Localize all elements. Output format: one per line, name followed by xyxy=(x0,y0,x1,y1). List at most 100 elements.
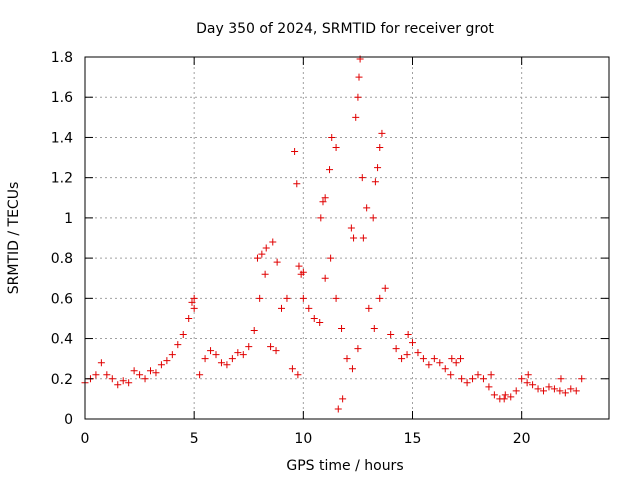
data-point xyxy=(207,347,215,355)
data-point xyxy=(317,214,325,222)
data-point xyxy=(447,371,455,379)
data-point xyxy=(179,331,187,339)
data-point xyxy=(343,355,351,363)
data-point xyxy=(561,389,569,397)
data-point xyxy=(381,284,389,292)
data-point xyxy=(239,351,247,359)
data-point xyxy=(376,294,384,302)
data-point xyxy=(157,361,165,369)
x-axis-title: GPS time / hours xyxy=(286,458,403,474)
data-point xyxy=(288,365,296,373)
data-point xyxy=(188,298,196,306)
tick-labels: 0 0.2 0.4 0.6 0.8 1 1.2 1.4 1.6 1.8 0 5 10 15 20 xyxy=(51,50,531,447)
data-point xyxy=(223,361,231,369)
data-point xyxy=(103,371,111,379)
data-point xyxy=(534,385,542,393)
data-point xyxy=(419,355,427,363)
data-point xyxy=(310,314,318,322)
y-tick-label: 0.6 xyxy=(51,291,73,307)
grid xyxy=(85,57,609,419)
data-point xyxy=(283,294,291,302)
data-point xyxy=(348,365,356,373)
data-point xyxy=(363,204,371,212)
y-tick-label: 1.2 xyxy=(51,171,73,187)
data-point xyxy=(262,244,270,252)
data-point xyxy=(114,381,122,389)
data-point xyxy=(228,355,236,363)
data-point xyxy=(108,375,116,383)
data-point xyxy=(355,73,363,81)
data-point xyxy=(327,254,335,262)
data-point xyxy=(299,294,307,302)
data-point xyxy=(234,349,242,357)
data-point xyxy=(321,194,329,202)
data-point xyxy=(245,343,253,351)
data-point xyxy=(369,214,377,222)
data-point xyxy=(293,180,301,188)
data-point xyxy=(119,377,127,385)
data-point xyxy=(269,238,277,246)
data-point xyxy=(452,359,460,367)
y-tick-label: 1.6 xyxy=(51,90,73,106)
data-point xyxy=(572,387,580,395)
x-tick-label: 20 xyxy=(513,431,531,447)
data-point xyxy=(524,371,532,379)
data-point xyxy=(163,357,171,365)
data-point xyxy=(354,345,362,353)
data-point xyxy=(578,375,586,383)
data-point xyxy=(328,133,336,141)
data-point xyxy=(316,318,324,326)
data-point xyxy=(365,304,373,312)
data-point xyxy=(97,359,105,367)
y-tick-label: 0 xyxy=(64,412,73,428)
data-point xyxy=(469,375,477,383)
data-point xyxy=(490,391,498,399)
y-tick-label: 1.8 xyxy=(51,50,73,66)
data-point xyxy=(339,395,347,403)
data-point xyxy=(201,355,209,363)
data-point xyxy=(358,174,366,182)
data-point xyxy=(295,262,303,270)
x-tick-label: 15 xyxy=(404,431,422,447)
y-axis-title: SRMTID / TECUs xyxy=(6,182,22,295)
data-point xyxy=(374,164,382,172)
data-point xyxy=(273,258,281,266)
data-point xyxy=(261,270,269,278)
data-point xyxy=(371,178,379,186)
data-point xyxy=(332,294,340,302)
data-point xyxy=(414,349,422,357)
data-point xyxy=(190,294,198,302)
data-point xyxy=(130,367,138,375)
data-point xyxy=(425,361,433,369)
data-point xyxy=(141,375,149,383)
y-tick-label: 1 xyxy=(64,211,73,227)
data-point xyxy=(359,234,367,242)
data-point xyxy=(463,379,471,387)
x-tick-label: 0 xyxy=(81,431,90,447)
data-point xyxy=(376,144,384,151)
data-point xyxy=(278,304,285,312)
data-point xyxy=(294,371,302,379)
data-point xyxy=(567,385,575,393)
data-point xyxy=(398,355,406,363)
data-point xyxy=(253,254,261,262)
data-point xyxy=(430,355,438,363)
y-tick-label: 1.4 xyxy=(51,130,73,146)
data-point xyxy=(147,367,154,375)
data-point xyxy=(392,345,400,353)
data-point xyxy=(125,379,133,387)
data-point xyxy=(458,375,466,383)
data-point xyxy=(518,375,526,383)
data-point xyxy=(352,113,360,121)
data-point xyxy=(545,383,553,391)
data-point xyxy=(350,234,358,242)
chart-title: Day 350 of 2024, SRMTID for receiver gro… xyxy=(196,21,494,37)
x-tick-label: 5 xyxy=(190,431,199,447)
data-point xyxy=(319,198,327,206)
data-point xyxy=(550,385,558,393)
data-point xyxy=(196,371,204,379)
data-point xyxy=(557,375,565,383)
data-point xyxy=(250,327,258,335)
